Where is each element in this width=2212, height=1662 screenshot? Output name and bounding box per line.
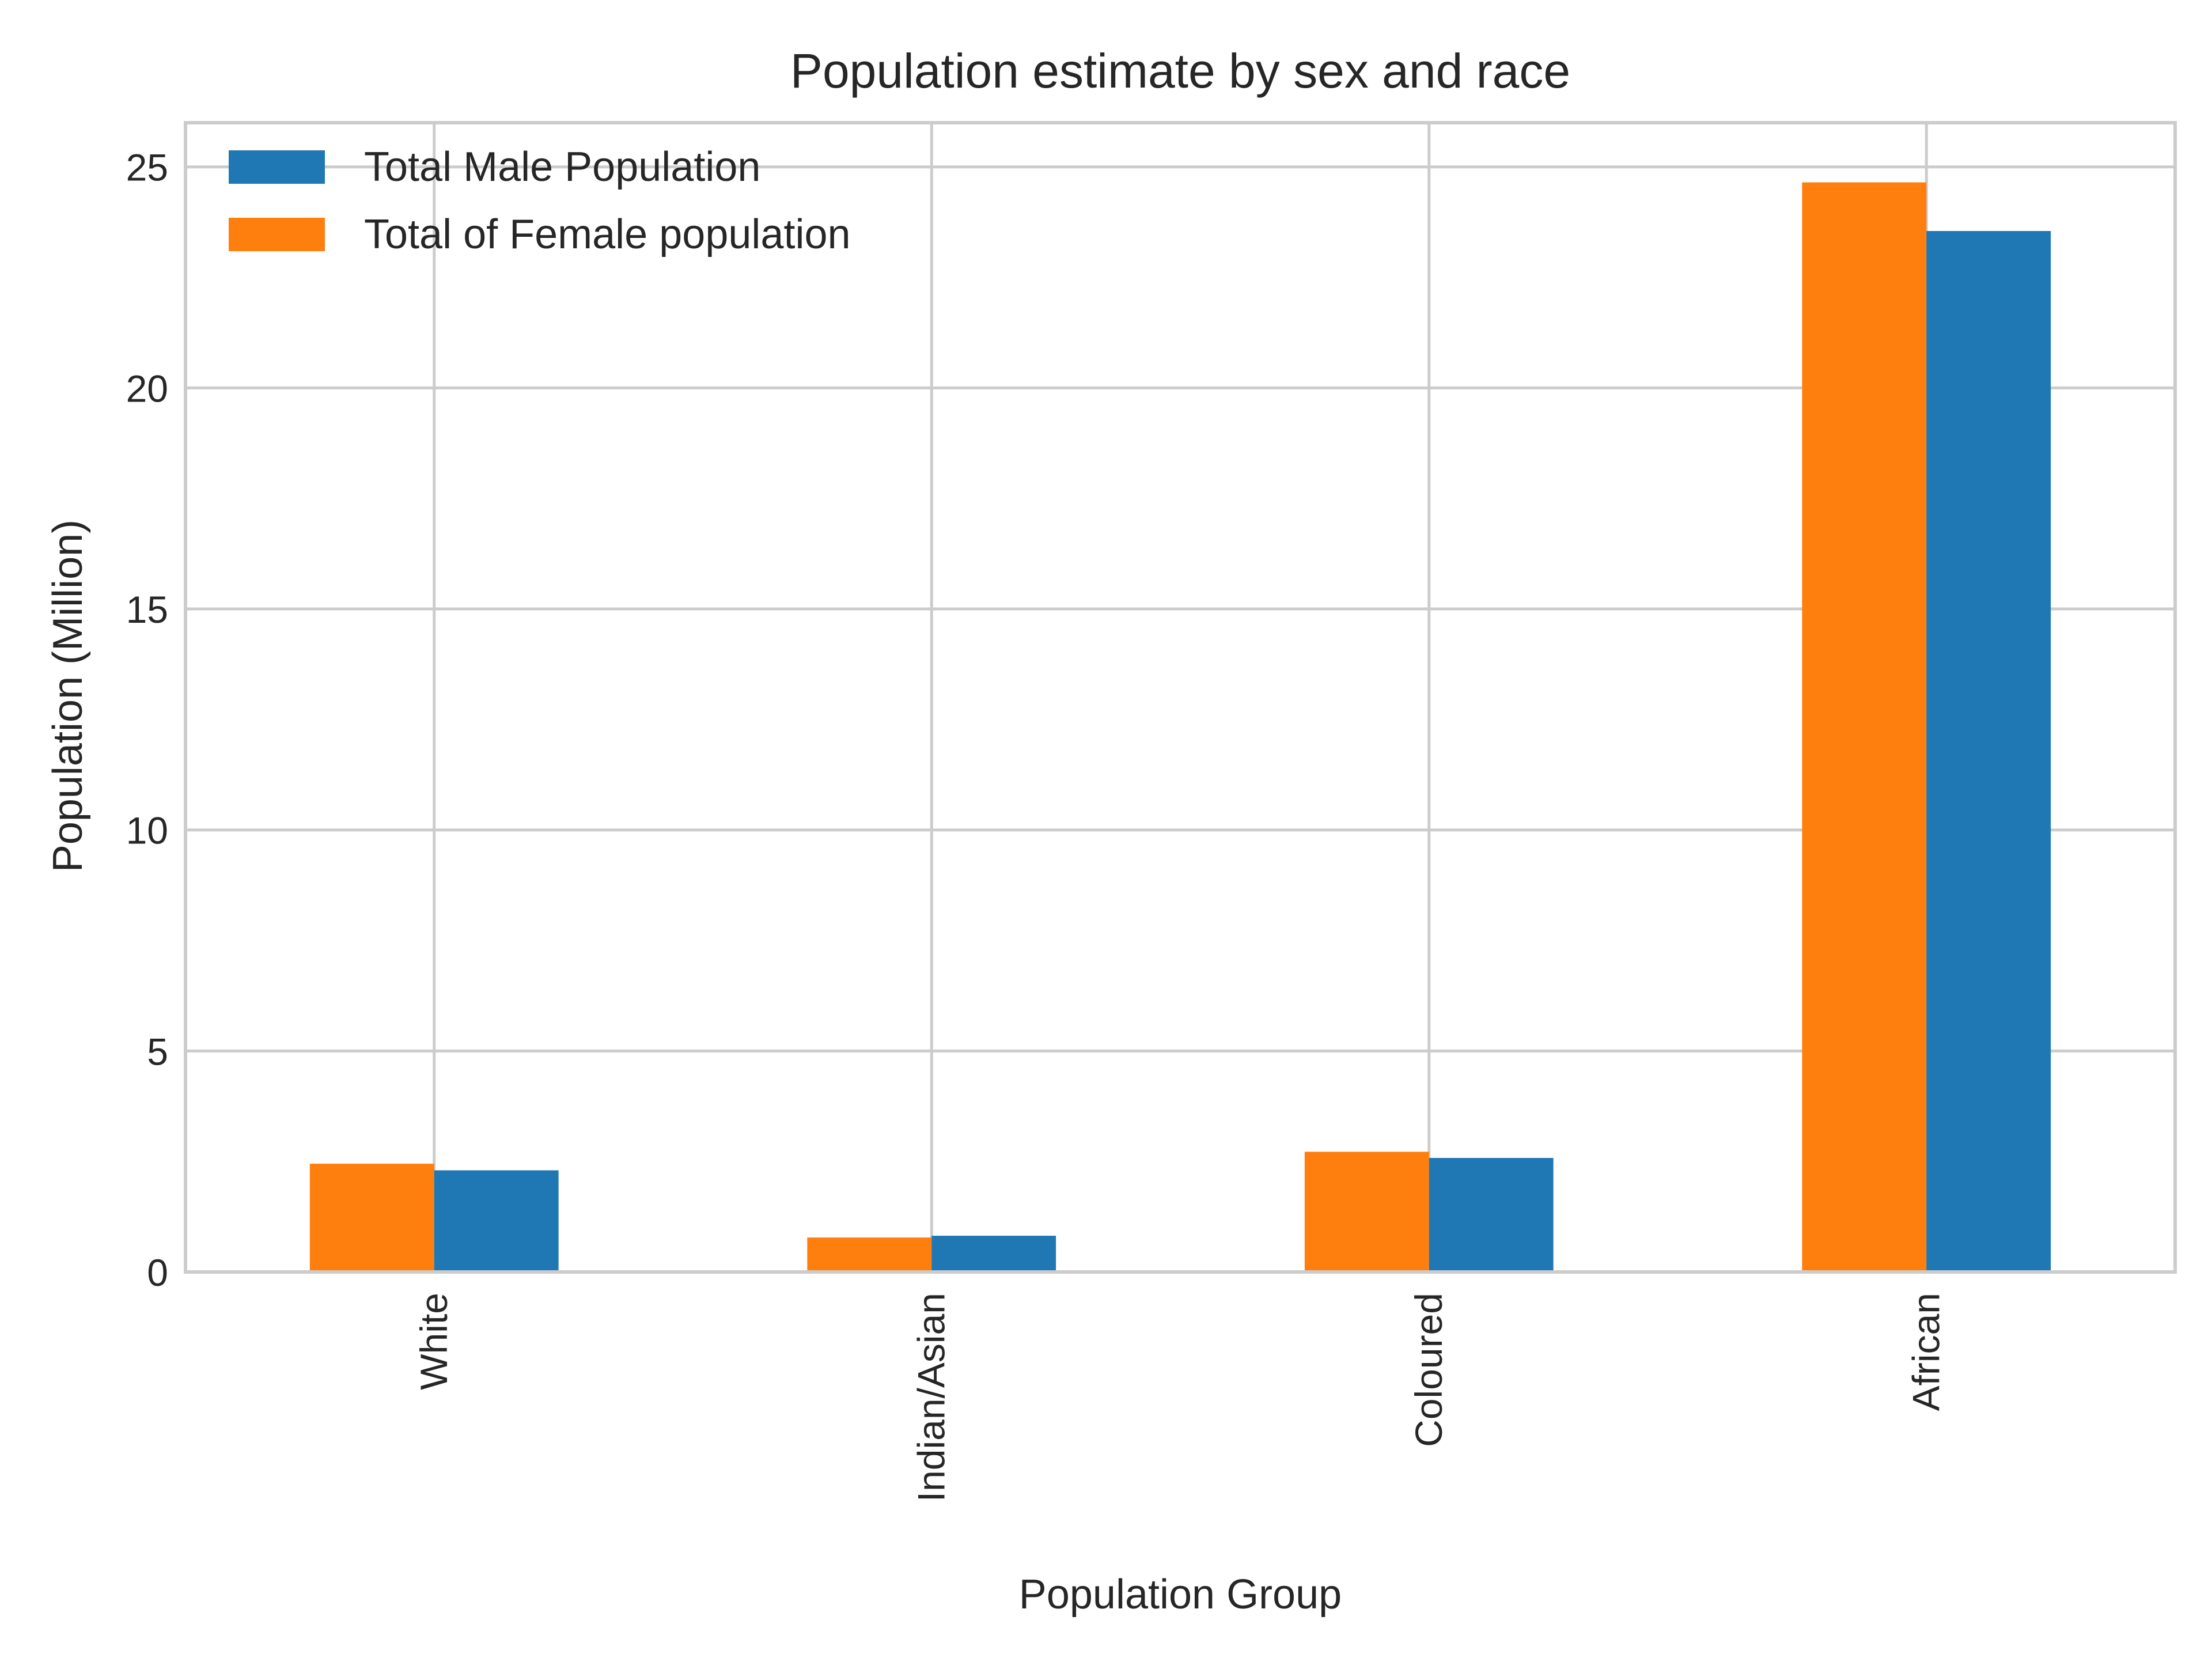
legend-swatch-male [229,150,325,184]
x-tick-label-white: White [412,1293,455,1390]
x-tick-label-indian-asian: Indian/Asian [910,1293,952,1502]
x-tick-labels: White Indian/Asian Coloured African [412,1293,1948,1502]
y-tick-labels: 0 5 10 15 20 25 [126,146,168,1294]
bar-indian-asian-male [931,1236,1056,1272]
y-tick-label-5: 25 [126,146,168,189]
y-tick-label-0: 0 [147,1251,168,1294]
y-axis-label: Population (Million) [45,520,91,872]
bar-white-male [434,1170,559,1272]
bar-african-male [1926,230,2051,1273]
x-tick-label-coloured: Coloured [1407,1293,1450,1447]
y-tick-label-2: 10 [126,809,168,852]
bar-coloured-male [1429,1158,1554,1272]
legend: Total Male Population Total of Female pop… [229,144,851,258]
bar-indian-asian-female [807,1237,932,1272]
bar-african-female [1802,182,1927,1272]
chart-title: Population estimate by sex and race [790,44,1570,98]
bar-coloured-female [1304,1152,1429,1272]
x-axis-label: Population Group [1019,1572,1342,1618]
legend-swatch-female [229,218,325,251]
y-tick-label-1: 5 [147,1030,168,1073]
bar-white-female [309,1164,434,1272]
y-tick-label-3: 15 [126,588,168,631]
legend-label-female: Total of Female population [364,211,851,258]
bars [309,182,2051,1273]
plot-frame [184,121,2177,1274]
x-tick-label-african: African [1904,1293,1947,1411]
legend-label-male: Total Male Population [364,144,760,190]
y-tick-label-4: 20 [126,367,168,410]
